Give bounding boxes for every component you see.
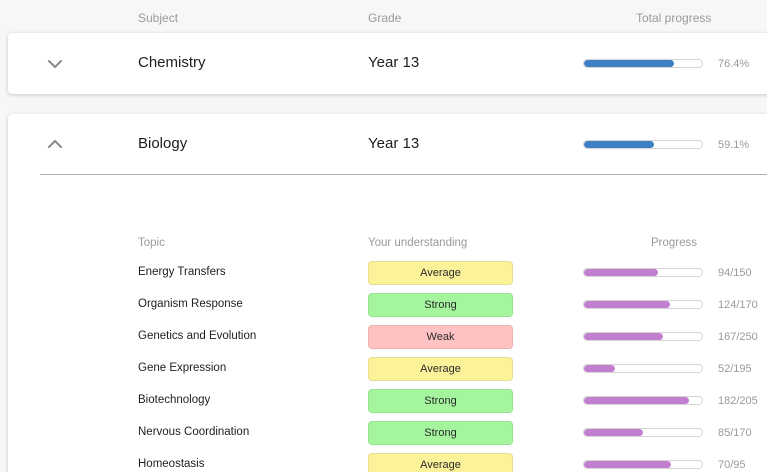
topic-column-header: Topic xyxy=(138,237,165,249)
topic-progress-bar xyxy=(583,364,703,373)
topic-progress-fill xyxy=(584,365,616,372)
topic-name: Energy Transfers xyxy=(138,266,226,278)
total-progress-value: 76.4% xyxy=(718,58,750,70)
topic-name: Homeostasis xyxy=(138,458,205,470)
understanding-badge: Average xyxy=(368,261,513,285)
subject-column-header: Subject xyxy=(138,11,179,25)
topic-progress-bar xyxy=(583,396,703,405)
understanding-column-header: Your understanding xyxy=(368,237,468,249)
chevron-up-icon[interactable] xyxy=(46,138,64,150)
topic-progress-value: 85/170 xyxy=(718,427,752,439)
total-progress-fill xyxy=(584,60,675,67)
total-progress-column-header: Total progress xyxy=(636,11,712,25)
chevron-down-icon[interactable] xyxy=(46,58,64,70)
topic-row[interactable]: Homeostasis Average 70/95 xyxy=(8,453,767,472)
topic-progress-bar xyxy=(583,460,703,469)
understanding-badge: Strong xyxy=(368,421,513,445)
topic-row[interactable]: Organism Response Strong 124/170 xyxy=(8,293,767,317)
topic-progress-fill xyxy=(584,461,671,468)
topic-row[interactable]: Genetics and Evolution Weak 167/250 xyxy=(8,325,767,349)
topic-name: Nervous Coordination xyxy=(138,426,250,438)
subject-card-biology[interactable]: Biology Year 13 59.1% Topic Your underst… xyxy=(8,114,767,472)
topic-row[interactable]: Biotechnology Strong 182/205 xyxy=(8,389,767,413)
topic-progress-fill xyxy=(584,301,671,308)
topic-row[interactable]: Gene Expression Average 52/195 xyxy=(8,357,767,381)
topic-name: Gene Expression xyxy=(138,362,227,374)
subject-card-chemistry[interactable]: Chemistry Year 13 76.4% xyxy=(8,33,767,94)
topic-row[interactable]: Nervous Coordination Strong 85/170 xyxy=(8,421,767,445)
topic-progress-fill xyxy=(584,269,658,276)
topic-progress-value: 94/150 xyxy=(718,267,752,279)
topic-progress-value: 70/95 xyxy=(718,459,746,471)
understanding-badge: Strong xyxy=(368,389,513,413)
topic-progress-value: 124/170 xyxy=(718,299,758,311)
total-progress-bar xyxy=(583,59,703,68)
topic-progress-fill xyxy=(584,429,643,436)
understanding-badge: Strong xyxy=(368,293,513,317)
divider xyxy=(40,174,767,175)
subject-grade: Year 13 xyxy=(368,54,420,71)
total-progress-value: 59.1% xyxy=(718,139,750,151)
subject-name: Biology xyxy=(138,135,188,152)
total-progress-bar xyxy=(583,140,703,149)
understanding-badge: Average xyxy=(368,357,513,381)
subject-grade: Year 13 xyxy=(368,135,420,152)
understanding-badge: Average xyxy=(368,453,513,472)
understanding-badge: Weak xyxy=(368,325,513,349)
topic-name: Biotechnology xyxy=(138,394,211,406)
topic-progress-value: 182/205 xyxy=(718,395,758,407)
total-progress-fill xyxy=(584,141,654,148)
progress-column-header: Progress xyxy=(651,237,698,249)
topic-progress-value: 52/195 xyxy=(718,363,752,375)
subject-name: Chemistry xyxy=(138,54,206,71)
grade-column-header: Grade xyxy=(368,11,402,25)
topic-progress-bar xyxy=(583,268,703,277)
topic-progress-bar xyxy=(583,300,703,309)
topic-progress-fill xyxy=(584,333,663,340)
topic-progress-bar xyxy=(583,332,703,341)
topic-name: Organism Response xyxy=(138,298,243,310)
topic-progress-value: 167/250 xyxy=(718,331,758,343)
topic-progress-fill xyxy=(584,397,689,404)
topic-name: Genetics and Evolution xyxy=(138,330,257,342)
topic-progress-bar xyxy=(583,428,703,437)
topic-row[interactable]: Energy Transfers Average 94/150 xyxy=(8,261,767,285)
